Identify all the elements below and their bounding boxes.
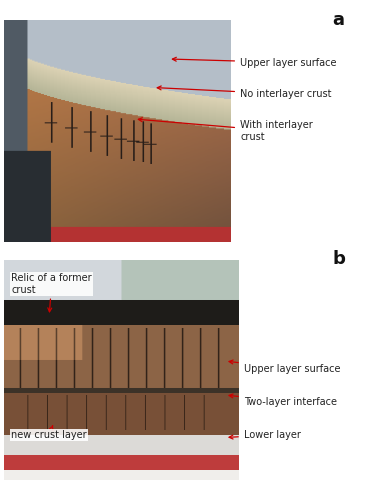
Text: b: b <box>333 250 345 268</box>
Text: new crust layer: new crust layer <box>11 426 87 440</box>
Text: Two-layer interface: Two-layer interface <box>229 394 337 407</box>
Text: No interlayer crust: No interlayer crust <box>157 86 332 99</box>
Text: With interlayer
crust: With interlayer crust <box>138 118 313 142</box>
Text: Relic of a former
crust: Relic of a former crust <box>11 273 92 312</box>
Text: Upper layer surface: Upper layer surface <box>229 360 340 374</box>
Text: Upper layer surface: Upper layer surface <box>172 58 336 68</box>
Text: a: a <box>333 11 345 29</box>
Text: Lower layer: Lower layer <box>229 430 301 440</box>
